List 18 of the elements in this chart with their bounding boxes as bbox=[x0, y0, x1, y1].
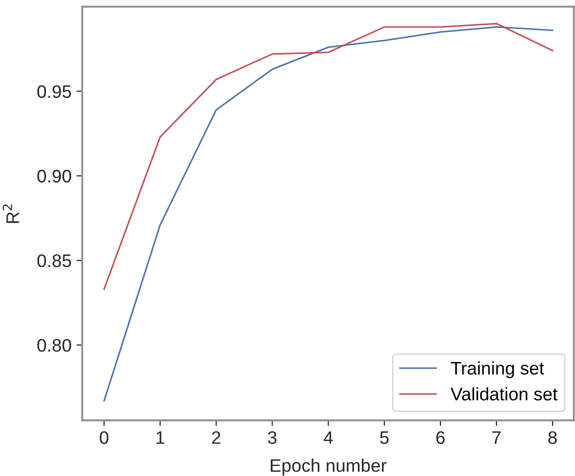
x-tick-label: 2 bbox=[212, 431, 220, 444]
x-tick-label: 0 bbox=[100, 431, 108, 444]
x-tick-label: 5 bbox=[380, 431, 389, 444]
x-tick-label: 7 bbox=[492, 431, 501, 444]
legend-label: Validation set bbox=[450, 387, 558, 400]
y-tick-label: 0.80 bbox=[37, 338, 72, 352]
y-tick-label: 0.90 bbox=[37, 170, 72, 183]
x-tick-label: 3 bbox=[268, 431, 276, 444]
y-tick-label: 0.85 bbox=[37, 254, 72, 268]
legend-label: Training set bbox=[450, 361, 544, 378]
y-axis-title: R$^{2}$ bbox=[2, 204, 19, 223]
line-series bbox=[103, 22, 554, 290]
x-axis-title: Epoch number bbox=[270, 458, 386, 476]
x-tick-label: 4 bbox=[324, 431, 333, 444]
y-tick-label: 0.95 bbox=[37, 85, 72, 98]
x-tick-label: 1 bbox=[156, 431, 164, 444]
x-tick-label: 6 bbox=[436, 431, 445, 444]
x-tick-label: 8 bbox=[548, 431, 557, 444]
